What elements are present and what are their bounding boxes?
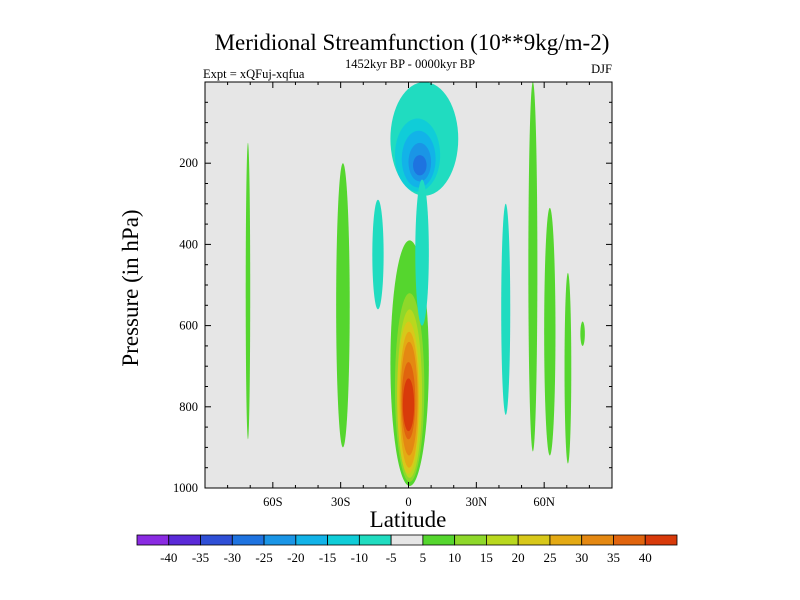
contour-negative-cell-upper-level--25 — [413, 155, 427, 176]
x-tick-label: 30S — [331, 495, 351, 509]
colorbar-swatch — [581, 534, 614, 546]
colorbar-level-label: 35 — [607, 550, 620, 565]
contour-green-streak-south-level-5 — [336, 163, 350, 448]
y-tick-label: 600 — [179, 319, 198, 333]
colorbar-swatch — [136, 534, 170, 546]
colorbar-level-label: 15 — [480, 550, 493, 565]
colorbar-swatch — [422, 534, 456, 546]
contour-negative-tongue-lower-level--5 — [415, 179, 429, 326]
colorbar-level-label: 25 — [543, 550, 556, 565]
contour-green-streaks-55n-level-5 — [528, 82, 538, 452]
colorbar-level-label: 5 — [420, 550, 427, 565]
x-tick-label: 60S — [263, 495, 283, 509]
colorbar-swatch — [613, 534, 646, 546]
colorbar-swatch — [486, 534, 519, 546]
x-tick-label: 60N — [533, 495, 555, 509]
colorbar-level-label: -5 — [386, 550, 397, 565]
y-tick-label: 800 — [179, 400, 198, 414]
colorbar: -40 -35 -30 -25 -20 -15 -10 -5 5 10 15 20 25 30 35 40 — [136, 534, 678, 565]
colorbar-swatch — [295, 534, 328, 546]
x-tick-label: 30N — [466, 495, 488, 509]
colorbar-swatch — [644, 534, 678, 546]
colorbar-swatch — [263, 534, 297, 546]
time-range-label: 1452kyr BP - 0000kyr BP — [345, 57, 475, 71]
y-tick-label: 1000 — [173, 481, 198, 495]
colorbar-swatch — [327, 534, 360, 546]
contour-green-line-60s-level-5 — [245, 142, 251, 440]
contour-green-small-70n-level-5 — [580, 321, 585, 346]
chart-title: Meridional Streamfunction (10**9kg/m-2) — [215, 30, 610, 55]
colorbar-level-label: -25 — [255, 550, 272, 565]
axis-ticks: 60S 30S 0 30N 60N 200 400 600 800 1000 — [173, 81, 613, 509]
contour-green-small-70n-level-5 — [564, 272, 572, 464]
colorbar-swatch — [549, 534, 583, 546]
season-label: DJF — [591, 62, 612, 76]
experiment-label: Expt = xQFuj-xqfua — [203, 67, 305, 81]
colorbar-level-label: 40 — [639, 550, 652, 565]
colorbar-swatch — [517, 534, 551, 546]
x-tick-label: 0 — [405, 495, 411, 509]
contour-cyan-streak-40n-level--5 — [501, 203, 511, 415]
colorbar-swatch — [390, 534, 424, 546]
colorbar-level-label: 10 — [448, 550, 461, 565]
colorbar-swatch — [454, 534, 487, 546]
colorbar-level-label: -20 — [287, 550, 304, 565]
colorbar-level-label: 20 — [512, 550, 525, 565]
y-tick-label: 400 — [179, 237, 198, 251]
contour-green-streaks-55n-level-5 — [544, 207, 556, 456]
x-axis-title: Latitude — [370, 507, 447, 532]
contour-fills — [245, 82, 585, 486]
colorbar-level-label: -15 — [319, 550, 336, 565]
y-axis-title: Pressure (in hPa) — [118, 209, 143, 366]
contour-positive-cell-equator-level-40 — [402, 378, 415, 432]
colorbar-swatch — [358, 534, 392, 546]
colorbar-level-label: -35 — [192, 550, 209, 565]
colorbar-swatch — [168, 534, 201, 546]
colorbar-swatch — [231, 534, 265, 546]
colorbar-swatch — [200, 534, 233, 546]
y-tick-label: 200 — [179, 156, 198, 170]
colorbar-level-label: 30 — [575, 550, 588, 565]
colorbar-level-label: -30 — [224, 550, 241, 565]
colorbar-level-label: -40 — [160, 550, 177, 565]
colorbar-level-label: -10 — [351, 550, 368, 565]
contour-cyan-streak-south-level--5 — [372, 199, 384, 310]
